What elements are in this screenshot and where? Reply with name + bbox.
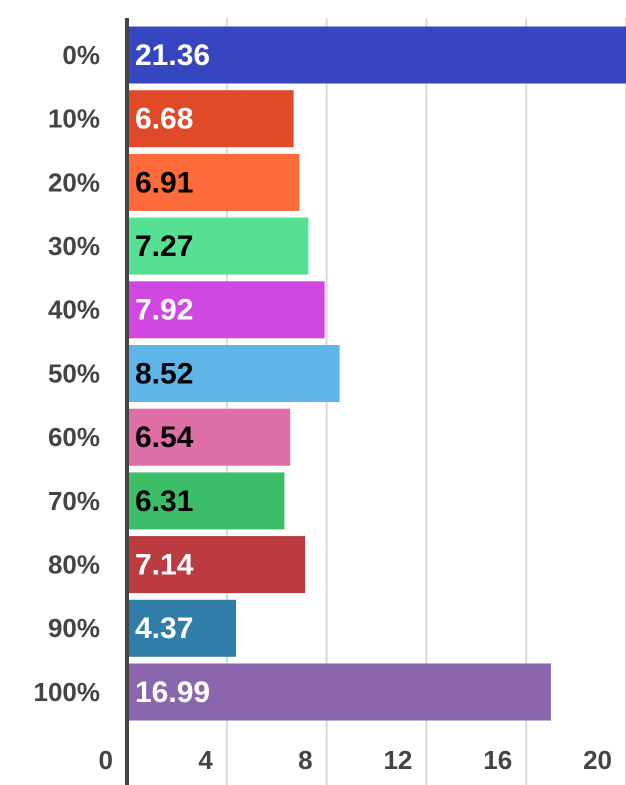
bar [127, 90, 294, 148]
bar [127, 345, 340, 402]
x-tick-label: 16 [483, 745, 512, 775]
category-label: 30% [48, 231, 100, 261]
value-label: 6.31 [135, 485, 193, 518]
category-label: 100% [34, 677, 101, 707]
category-label: 20% [48, 167, 100, 197]
value-label: 16.99 [135, 676, 210, 709]
bar [127, 281, 325, 339]
value-label: 6.68 [135, 103, 193, 136]
bar [127, 26, 626, 84]
value-label: 8.52 [135, 357, 193, 390]
x-tick-label: 12 [383, 745, 412, 775]
x-tick-label: 20 [583, 745, 612, 775]
category-label: 50% [48, 358, 100, 388]
bars [127, 26, 626, 721]
category-label: 60% [48, 422, 100, 452]
bar [127, 663, 551, 721]
category-label: 10% [48, 104, 100, 134]
value-label: 7.27 [135, 230, 193, 263]
category-label: 70% [48, 486, 100, 516]
bar [127, 536, 306, 594]
category-label: 90% [48, 613, 100, 643]
bar [127, 153, 300, 211]
value-label: 7.14 [135, 549, 194, 582]
bar [127, 472, 285, 530]
category-label: 0% [62, 40, 100, 70]
value-label: 6.91 [135, 166, 193, 199]
labels: 0 4 8 12 16 20 0% 21.36 10% 6.68 20% 6.91 30% 7.27 40%… [34, 18, 612, 785]
value-label: 6.54 [135, 421, 194, 454]
x-tick-label: 0 [99, 745, 113, 775]
x-tick-label: 8 [298, 745, 312, 775]
category-label: 80% [48, 549, 100, 579]
category-label: 40% [48, 295, 100, 325]
bar [127, 408, 291, 466]
bar [127, 599, 237, 657]
value-label: 4.37 [135, 612, 193, 645]
value-label: 7.92 [135, 294, 193, 327]
value-label: 21.36 [135, 39, 210, 72]
bar [127, 217, 309, 275]
x-tick-label: 4 [198, 745, 213, 775]
